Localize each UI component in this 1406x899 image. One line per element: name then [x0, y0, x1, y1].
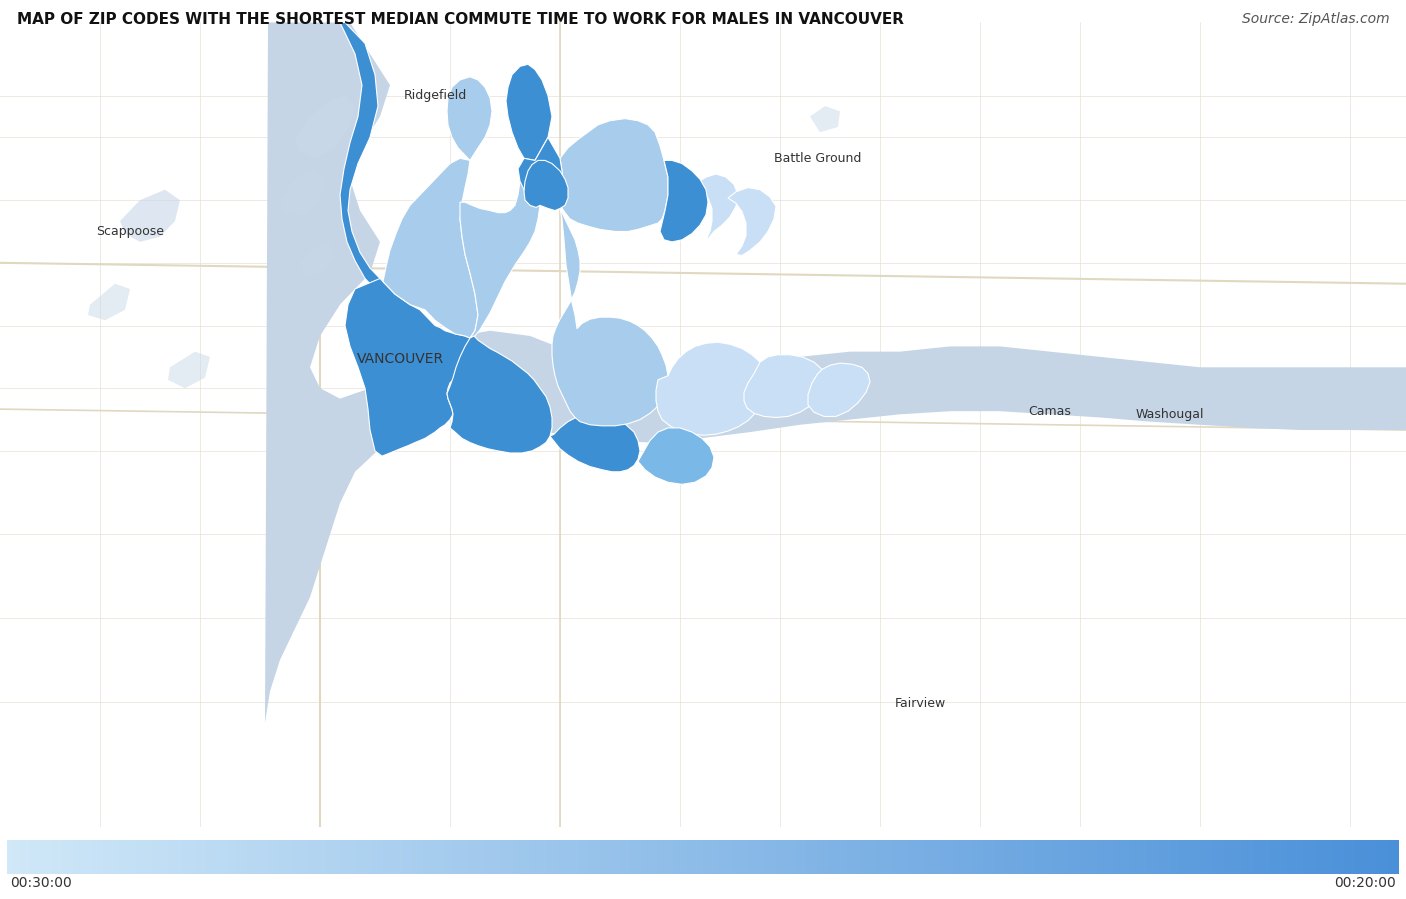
Text: Camas: Camas: [1029, 405, 1071, 418]
Polygon shape: [550, 414, 640, 472]
Text: Fairview: Fairview: [894, 698, 946, 710]
Polygon shape: [280, 169, 325, 216]
Polygon shape: [167, 352, 209, 388]
Text: Ridgefield: Ridgefield: [404, 89, 467, 102]
Polygon shape: [460, 158, 540, 338]
Polygon shape: [728, 188, 776, 255]
Polygon shape: [657, 343, 768, 435]
Text: Scappoose: Scappoose: [96, 225, 165, 238]
Polygon shape: [295, 95, 354, 158]
Polygon shape: [382, 158, 478, 338]
Polygon shape: [344, 279, 472, 456]
Text: Source: ZipAtlas.com: Source: ZipAtlas.com: [1241, 12, 1389, 26]
Polygon shape: [697, 174, 738, 240]
Polygon shape: [120, 190, 180, 242]
Polygon shape: [553, 209, 668, 426]
Polygon shape: [299, 244, 335, 275]
Polygon shape: [447, 336, 553, 453]
Polygon shape: [638, 428, 714, 485]
Text: Battle Ground: Battle Ground: [775, 152, 862, 165]
Polygon shape: [524, 160, 568, 210]
Polygon shape: [447, 76, 492, 160]
Text: 00:30:00: 00:30:00: [10, 876, 72, 890]
Polygon shape: [340, 22, 395, 297]
Text: 00:20:00: 00:20:00: [1334, 876, 1396, 890]
Polygon shape: [89, 284, 129, 320]
Polygon shape: [810, 106, 839, 132]
Polygon shape: [560, 119, 668, 231]
Polygon shape: [808, 363, 870, 416]
Text: VANCOUVER: VANCOUVER: [357, 352, 443, 366]
Polygon shape: [264, 22, 1406, 723]
Polygon shape: [517, 138, 562, 209]
Text: MAP OF ZIP CODES WITH THE SHORTEST MEDIAN COMMUTE TIME TO WORK FOR MALES IN VANC: MAP OF ZIP CODES WITH THE SHORTEST MEDIA…: [17, 12, 904, 27]
Polygon shape: [506, 64, 553, 160]
Text: Washougal: Washougal: [1136, 408, 1205, 421]
Polygon shape: [744, 355, 825, 417]
Polygon shape: [659, 160, 709, 242]
